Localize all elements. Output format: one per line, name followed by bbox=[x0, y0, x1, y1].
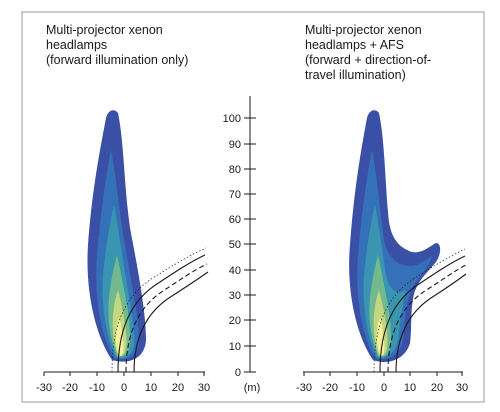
left-road-lines bbox=[111, 247, 209, 373]
right-panel: Multi-projector xenon headlamps + AFS (f… bbox=[296, 23, 468, 394]
right-x-tick-label: -10 bbox=[349, 382, 365, 394]
right-x-tick-labels: -30 -20 -10 0 10 20 30 bbox=[296, 382, 468, 394]
left-beam-core bbox=[115, 318, 124, 356]
left-title-line-2: headlamps bbox=[46, 38, 107, 52]
left-panel: Multi-projector xenon headlamps (forward… bbox=[36, 23, 210, 394]
scale-tick-label: 40 bbox=[229, 265, 241, 277]
left-x-tick-label: -30 bbox=[36, 382, 52, 394]
scale-tick-label: 60 bbox=[229, 214, 241, 226]
right-road-line-outer bbox=[395, 273, 467, 373]
diagram-frame bbox=[21, 11, 485, 403]
scale-ticks bbox=[244, 117, 256, 373]
scale-tick-label: 30 bbox=[229, 290, 241, 302]
right-title-line-4: travel illumination) bbox=[305, 68, 406, 82]
right-road-dotted bbox=[373, 248, 466, 373]
right-panel-title: Multi-projector xenon headlamps + AFS (f… bbox=[305, 23, 431, 82]
left-road-dotted bbox=[111, 247, 207, 373]
left-x-tick-label: 20 bbox=[172, 382, 184, 394]
right-x-tick-label: 20 bbox=[431, 382, 443, 394]
right-title-line-1: Multi-projector xenon bbox=[305, 23, 422, 37]
left-x-tick-label: -10 bbox=[89, 382, 105, 394]
left-panel-title: Multi-projector xenon headlamps (forward… bbox=[46, 23, 188, 67]
right-beam-core bbox=[376, 318, 385, 356]
left-road-line-outer bbox=[133, 271, 209, 373]
right-road-dashed bbox=[387, 264, 467, 373]
distance-scale: 0 10 20 30 40 50 60 70 80 90 100 (m) bbox=[223, 96, 261, 394]
scale-tick-label: 0 bbox=[235, 367, 241, 379]
right-x-tick-label: 30 bbox=[456, 382, 468, 394]
right-x-tick-label: -20 bbox=[322, 382, 338, 394]
right-x-tick-label: 0 bbox=[381, 382, 387, 394]
scale-tick-label: 10 bbox=[229, 341, 241, 353]
right-x-tick-label: -30 bbox=[296, 382, 312, 394]
left-road-line-inner bbox=[117, 254, 206, 373]
right-title-line-3: (forward + direction-of- bbox=[305, 53, 431, 67]
left-beam-pattern bbox=[87, 110, 146, 362]
right-x-tick-label: 10 bbox=[404, 382, 416, 394]
right-title-line-2: headlamps + AFS bbox=[305, 38, 404, 52]
left-x-tick-label: 10 bbox=[145, 382, 157, 394]
left-title-line-1: Multi-projector xenon bbox=[46, 23, 163, 37]
scale-tick-label: 50 bbox=[229, 239, 241, 251]
scale-unit-label: (m) bbox=[244, 382, 261, 394]
scale-tick-labels: 0 10 20 30 40 50 60 70 80 90 100 bbox=[223, 113, 241, 379]
left-x-tick-label: 0 bbox=[121, 382, 127, 394]
left-x-tick-labels: -30 -20 -10 0 10 20 30 bbox=[36, 382, 210, 394]
scale-tick-label: 20 bbox=[229, 315, 241, 327]
right-road-lines bbox=[373, 248, 467, 373]
right-road-line-inner bbox=[379, 255, 466, 373]
left-x-tick-label: -20 bbox=[62, 382, 78, 394]
scale-tick-label: 70 bbox=[229, 189, 241, 201]
left-x-ticks bbox=[43, 372, 205, 376]
right-x-ticks bbox=[303, 372, 463, 376]
left-x-tick-label: 30 bbox=[198, 382, 210, 394]
left-title-line-3: (forward illumination only) bbox=[46, 53, 188, 67]
scale-tick-label: 80 bbox=[229, 164, 241, 176]
left-road-dashed bbox=[125, 263, 208, 373]
scale-tick-label: 100 bbox=[223, 113, 241, 125]
scale-tick-label: 90 bbox=[229, 139, 241, 151]
